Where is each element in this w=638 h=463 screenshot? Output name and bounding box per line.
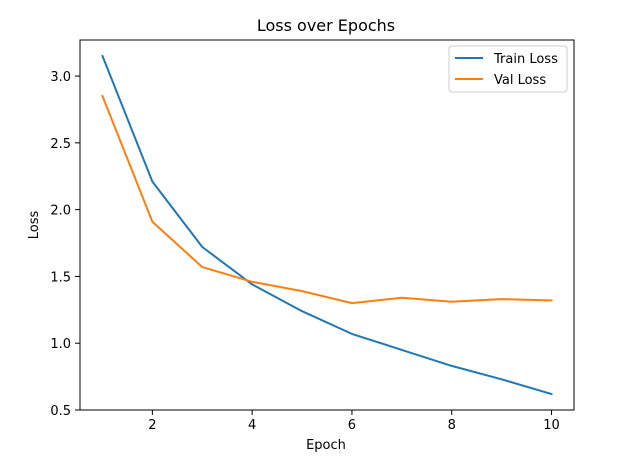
y-tick-label: 2.0 bbox=[50, 204, 71, 219]
y-tick-label: 2.5 bbox=[50, 137, 71, 152]
series-lines bbox=[101, 54, 553, 396]
y-tick-label: 3.0 bbox=[50, 70, 71, 85]
legend-label-val-loss: Val Loss bbox=[494, 73, 546, 88]
axes-frame bbox=[79, 39, 575, 411]
x-tick-label: 8 bbox=[448, 418, 456, 433]
x-tick-label: 6 bbox=[348, 418, 356, 433]
y-tick-label: 1.5 bbox=[50, 270, 71, 285]
y-axis-label: Loss bbox=[27, 211, 42, 240]
x-tick-label: 10 bbox=[543, 418, 560, 433]
y-tick-label: 0.5 bbox=[50, 404, 71, 419]
series-line-train-loss bbox=[101, 54, 553, 396]
x-tick-label: 2 bbox=[148, 418, 156, 433]
x-tick-label: 4 bbox=[248, 418, 256, 433]
plot-area: 2 4 6 8 10 0.5 1.0 1.5 2.0 2.5 3.0 bbox=[50, 39, 575, 433]
chart-title: Loss over Epochs bbox=[257, 16, 395, 35]
legend: Train Loss Val Loss bbox=[448, 45, 568, 93]
x-axis: 2 4 6 8 10 bbox=[148, 410, 560, 433]
legend-label-train-loss: Train Loss bbox=[493, 52, 558, 67]
y-axis: 0.5 1.0 1.5 2.0 2.5 3.0 bbox=[50, 70, 80, 419]
y-tick-label: 1.0 bbox=[50, 337, 71, 352]
series-line-val-loss bbox=[101, 94, 553, 305]
x-axis-label: Epoch bbox=[306, 438, 346, 453]
